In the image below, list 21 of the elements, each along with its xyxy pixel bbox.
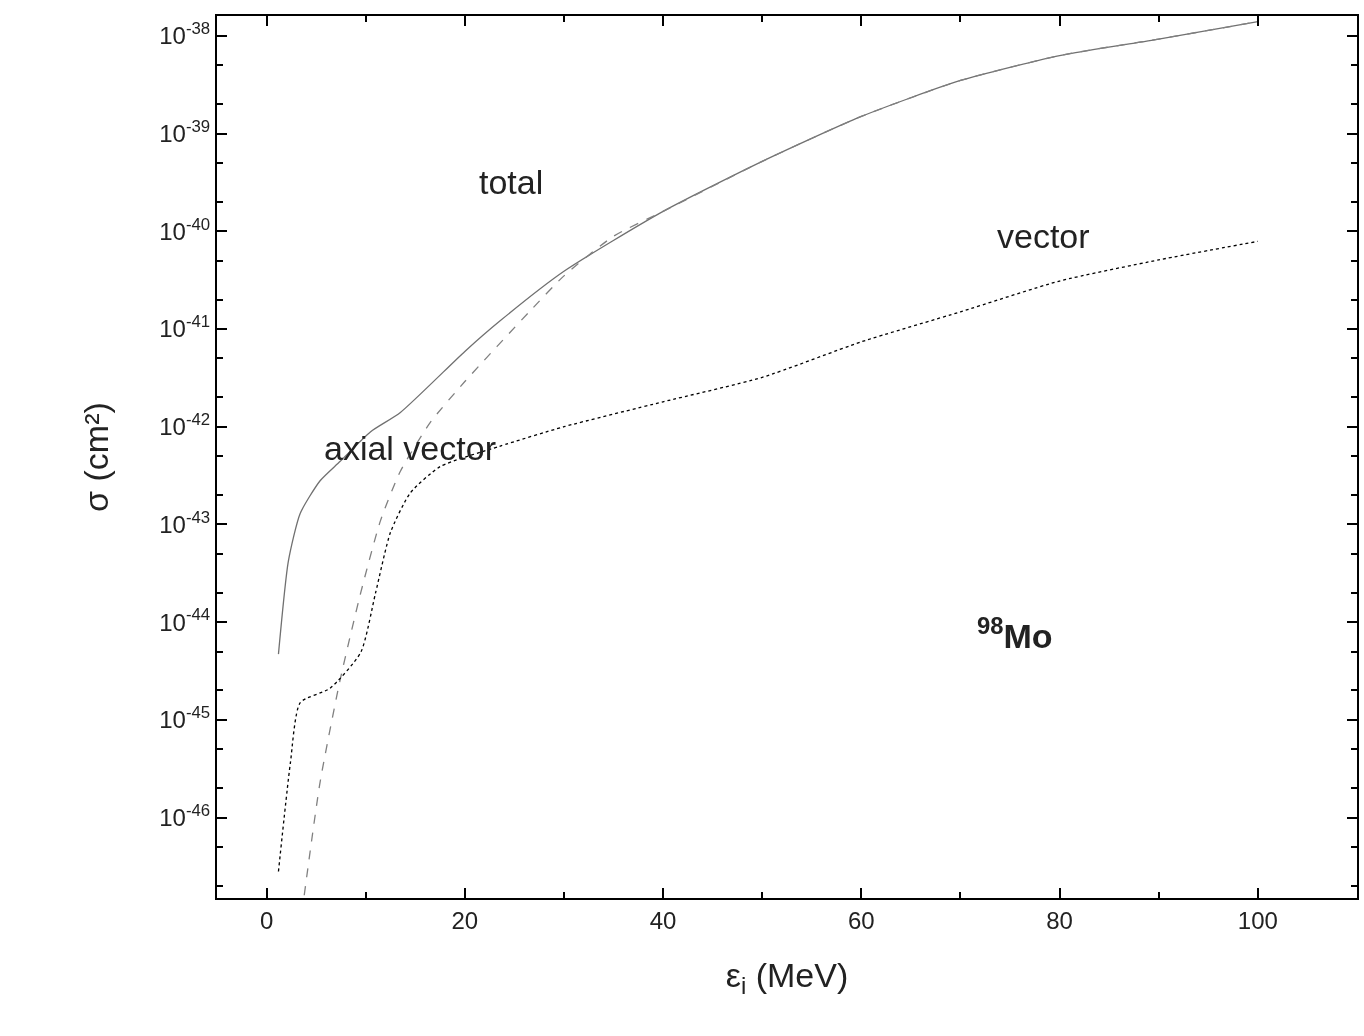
x-tick-label: 0 [259,906,274,934]
y-tick-label: 10$^{-39}$ [159,116,211,148]
x-tick-label: 100 [1237,906,1278,934]
y-tick-label: 10$^{-41}$ [159,312,211,343]
y-axis-title: σ (cm²) [77,402,116,512]
x-tick-label: 20 [451,906,479,934]
y-tick-label: 10$^{-40}$ [159,214,211,245]
y-tick-label: 10$^{-46}$ [159,800,211,831]
x-tick-label: 40 [649,906,677,934]
annotation: axial vector [324,429,496,467]
y-tick-label: 10$^{-38}$ [159,19,211,50]
y-tick-label: 10$^{-44}$ [159,605,211,636]
x-tick-label: 80 [1046,906,1073,934]
x-tick-label: 60 [848,906,875,934]
x-axis-title: ε$_{i}$ (MeV) [725,955,849,999]
annotation: vector [997,217,1090,255]
y-tick-label: 10$^{-45}$ [159,703,211,734]
annotation: total [479,163,544,201]
y-tick-label: 10$^{-42}$ [159,410,211,441]
y-tick-label: 10$^{-43}$ [159,507,211,538]
annotation: $^{98}$Mo [977,612,1053,656]
